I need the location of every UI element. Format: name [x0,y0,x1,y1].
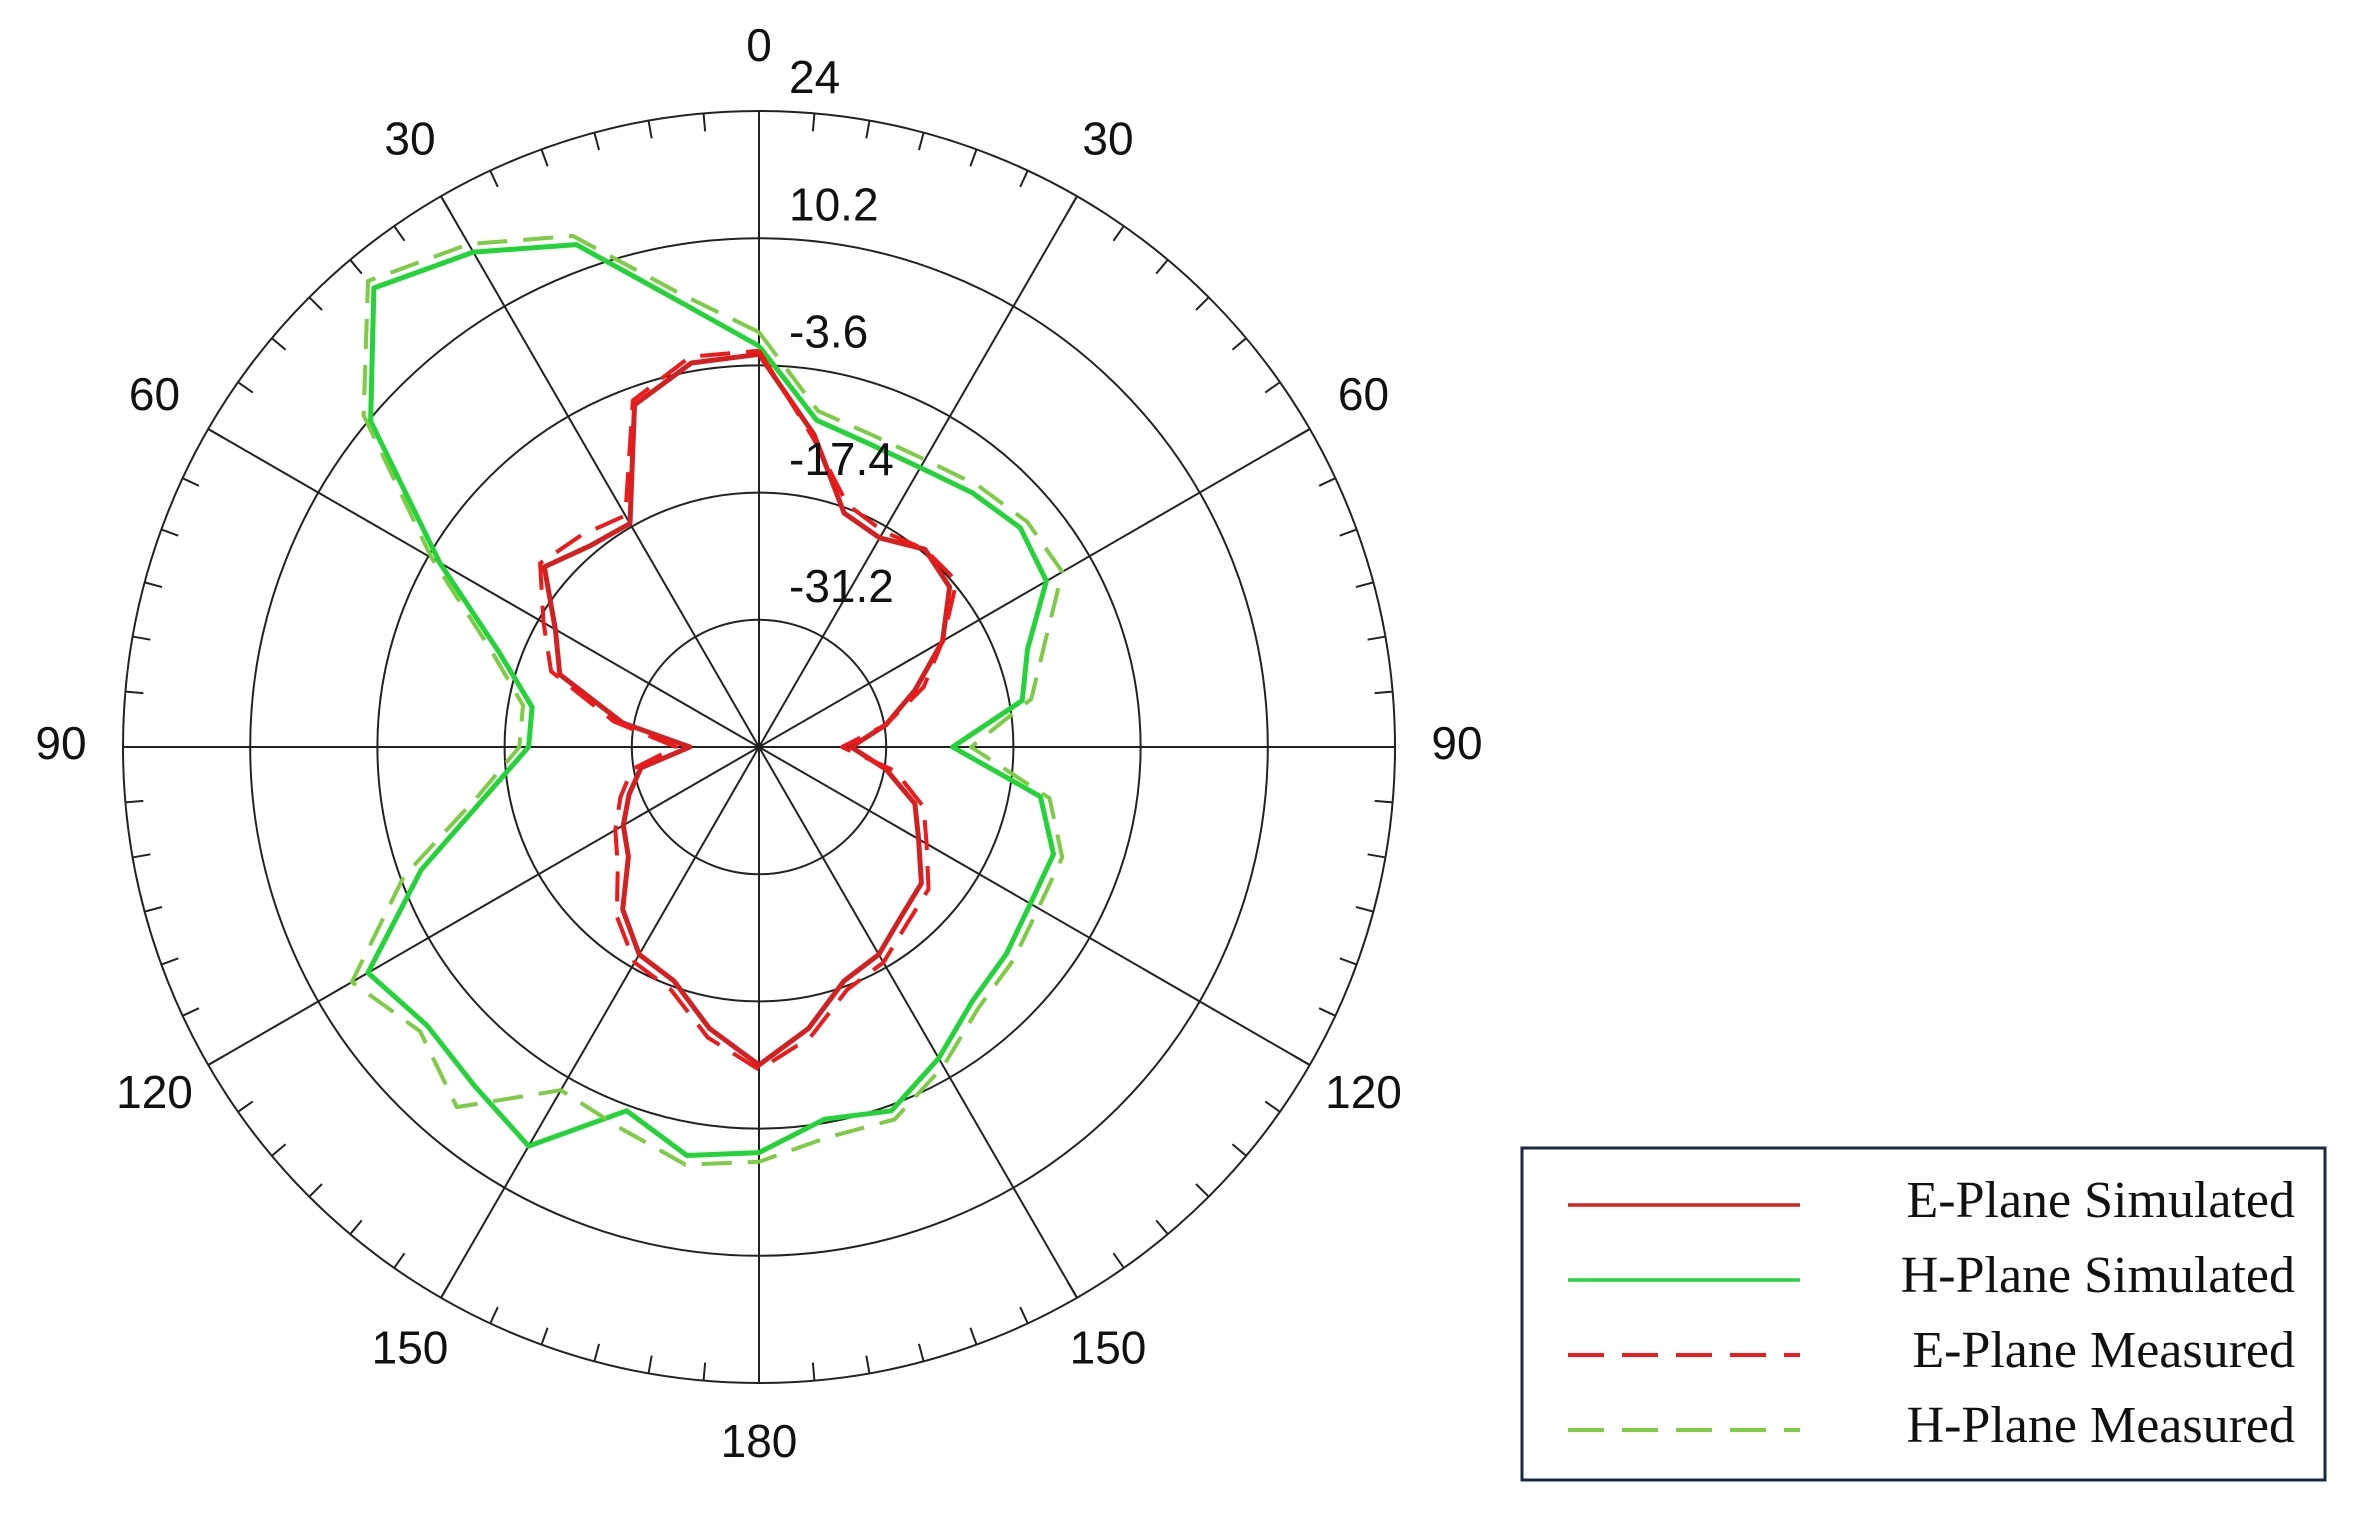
spoke [758,195,1078,748]
minor-tick [702,1362,707,1381]
angle-tick-label: 120 [1325,1066,1402,1118]
radial-tick-label: 24 [789,51,840,103]
minor-tick [811,1362,816,1381]
minor-tick [1318,477,1336,487]
minor-tick [593,1343,601,1362]
minor-tick [1231,337,1247,351]
minor-tick [144,581,163,589]
minor-tick [811,113,816,132]
minor-tick [182,1007,200,1017]
minor-tick [917,1343,925,1362]
radial-tick-label: -3.6 [789,306,868,358]
minor-tick [132,853,151,859]
minor-tick [182,477,200,487]
minor-tick [237,381,254,394]
minor-tick [969,149,978,167]
spoke [207,746,760,1066]
minor-tick [161,528,179,537]
angle-tick-label: 0 [746,19,772,71]
angle-tick-label: 150 [1070,1322,1147,1374]
spoke [440,195,760,748]
minor-tick [969,1327,978,1345]
legend-label: H-Plane Measured [1907,1397,2295,1454]
minor-tick [125,690,144,695]
minor-tick [1195,1183,1210,1198]
radial-tick-label: -17.4 [789,433,894,485]
minor-tick [308,1183,323,1198]
minor-tick [1374,690,1393,695]
minor-tick [1231,1143,1247,1157]
center-dot [755,743,763,751]
minor-tick [1195,296,1210,311]
angle-tick-label: 150 [372,1322,449,1374]
series-line [538,348,959,1072]
spoke [758,746,1078,1299]
angle-tick-label: 90 [35,717,86,769]
minor-tick [1264,381,1281,394]
minor-tick [144,905,163,913]
minor-tick [1339,957,1357,966]
minor-tick [540,149,549,167]
minor-tick [647,120,653,139]
spoke [758,428,1311,748]
minor-tick [1318,1007,1336,1017]
minor-tick [489,1306,499,1324]
radial-tick-label: -31.2 [789,560,894,612]
minor-tick [1155,259,1169,275]
minor-tick [1339,528,1357,537]
angle-tick-label: 90 [1431,717,1482,769]
minor-tick [1367,635,1386,641]
minor-tick [349,259,363,275]
minor-tick [865,1355,871,1374]
minor-tick [125,799,144,804]
minor-tick [1264,1100,1281,1113]
series-line [349,234,1065,1167]
minor-tick [393,1252,406,1269]
minor-tick [702,113,707,132]
minor-tick [271,337,287,351]
minor-tick [1367,853,1386,859]
angle-tick-label: 60 [129,368,180,420]
angle-tick-label: 60 [1338,368,1389,420]
minor-tick [237,1100,254,1113]
minor-tick [489,170,499,188]
angle-tick-label: 30 [384,113,435,165]
minor-tick [917,132,925,151]
minor-tick [540,1327,549,1345]
minor-tick [1355,905,1374,913]
minor-tick [647,1355,653,1374]
radial-tick-label: 10.2 [789,178,879,230]
minor-tick [161,957,179,966]
minor-tick [271,1143,287,1157]
angle-tick-label: 120 [116,1066,193,1118]
minor-tick [308,296,323,311]
minor-tick [865,120,871,139]
minor-tick [1112,225,1125,242]
minor-tick [593,132,601,151]
minor-tick [349,1219,363,1235]
series-line [365,242,1056,1158]
legend-label: E-Plane Measured [1912,1322,2295,1379]
minor-tick [1019,1306,1029,1324]
spoke [440,746,760,1299]
angle-tick-label: 180 [721,1415,798,1467]
minor-tick [1155,1219,1169,1235]
minor-tick [1019,170,1029,188]
minor-tick [1112,1252,1125,1269]
minor-tick [1355,581,1374,589]
spoke [758,746,1311,1066]
minor-tick [132,635,151,641]
spoke [207,428,760,748]
angle-tick-label: 30 [1082,113,1133,165]
legend-label: E-Plane Simulated [1907,1172,2295,1229]
legend-label: H-Plane Simulated [1901,1247,2295,1304]
minor-tick [393,225,406,242]
minor-tick [1374,799,1393,804]
